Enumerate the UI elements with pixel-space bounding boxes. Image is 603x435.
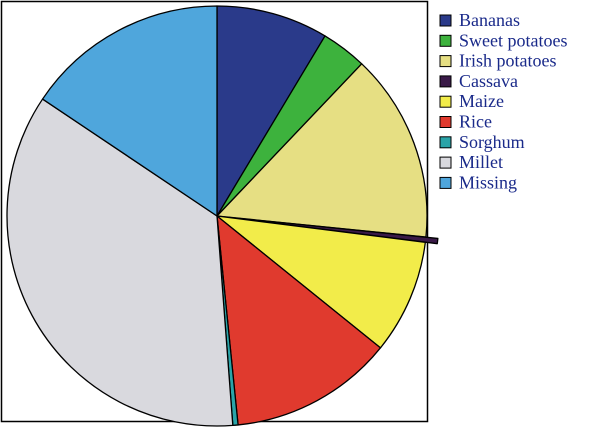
- legend-swatch-bananas: [439, 14, 452, 27]
- legend-swatch-missing: [439, 176, 452, 189]
- legend-label-maize: Maize: [459, 91, 504, 111]
- pie-slice-bananas: [216, 5, 326, 217]
- pie-slice-missing: [41, 5, 218, 217]
- legend-label-rice: Rice: [459, 112, 492, 132]
- legend-label-millet: Millet: [459, 152, 503, 172]
- legend-swatch-irish-potatoes: [439, 55, 452, 68]
- legend-swatch-millet: [439, 156, 452, 169]
- legend-swatch-sorghum: [439, 136, 452, 149]
- legend-swatch-rice: [439, 116, 452, 128]
- pie-slices: [6, 5, 439, 427]
- legend-swatch-sweet-potatoes: [439, 34, 452, 47]
- legend-swatch-cassava: [439, 75, 452, 88]
- pie-slice-irish-potatoes: [216, 63, 428, 238]
- legend-label-irish-potatoes: Irish potatoes: [459, 51, 556, 71]
- pie-slice-millet: [6, 98, 234, 427]
- pie-slice-rice: [216, 215, 382, 426]
- legend-label-missing: Missing: [459, 172, 517, 192]
- legend-swatch-maize: [439, 95, 452, 108]
- legend-label-cassava: Cassava: [459, 71, 518, 91]
- legend-label-sweet-potatoes: Sweet potatoes: [459, 30, 567, 50]
- legend-label-sorghum: Sorghum: [459, 132, 525, 152]
- legend-label-bananas: Bananas: [459, 10, 520, 30]
- pie-slice-maize: [216, 215, 426, 349]
